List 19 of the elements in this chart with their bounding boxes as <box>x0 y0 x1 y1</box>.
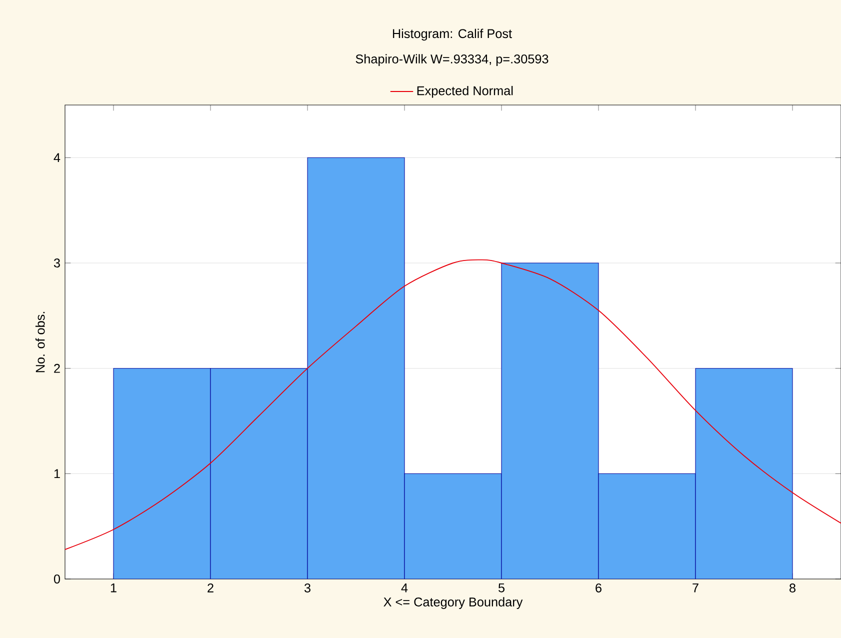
chart-subtitle: Shapiro-Wilk W=.93334, p=.30593 <box>356 54 548 66</box>
y-tick-label: 4 <box>54 153 60 162</box>
x-tick-label: 1 <box>110 583 116 592</box>
x-tick-label: 6 <box>596 583 602 592</box>
x-tick-label: 7 <box>692 583 698 592</box>
x-tick-label: 2 <box>208 583 214 592</box>
x-axis-title: X <= Category Boundary <box>384 597 523 609</box>
y-tick-label: 0 <box>54 574 60 584</box>
y-tick-label: 3 <box>54 258 60 268</box>
legend-label: Expected Normal <box>417 86 513 98</box>
x-tick-label: 8 <box>790 583 796 592</box>
chart-title: Histogram: Calif Post <box>392 28 512 41</box>
x-tick-label: 3 <box>304 583 310 592</box>
line-series <box>65 259 841 550</box>
x-tick-label: 5 <box>498 583 505 592</box>
x-tick-label: 4 <box>401 583 408 592</box>
y-axis-title: No. of obs. <box>35 312 45 372</box>
y-tick-label: 1 <box>54 469 60 478</box>
y-tick-label: 2 <box>54 364 60 373</box>
